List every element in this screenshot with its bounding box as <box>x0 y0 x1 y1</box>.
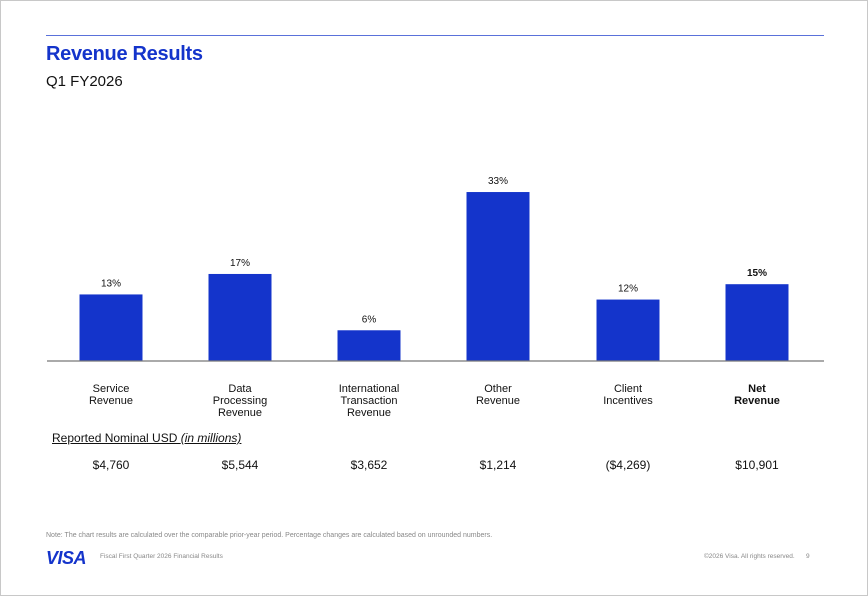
reported-value: $4,760 <box>92 458 130 472</box>
bar-1 <box>208 273 272 361</box>
category-label: International Transaction Revenue <box>338 383 400 419</box>
visa-logo: VISA <box>46 548 87 568</box>
doc-title: Fiscal First Quarter 2026 Financial Resu… <box>100 553 223 560</box>
bar-2 <box>337 330 401 361</box>
reported-value: $10,901 <box>735 458 779 472</box>
category-label: Net Revenue <box>734 383 780 407</box>
header-rule <box>46 35 824 36</box>
data-label: 15% <box>747 268 767 279</box>
data-label: 12% <box>618 284 638 295</box>
reported-label-text: Reported Nominal USD <box>52 431 181 445</box>
bar-4 <box>596 299 660 361</box>
page-number: 9 <box>806 553 810 560</box>
category-label: Data Processing Revenue <box>212 383 268 419</box>
data-label: 33% <box>488 176 508 187</box>
data-label: 6% <box>362 314 377 325</box>
page-title: Revenue Results <box>46 43 203 65</box>
reported-label: Reported Nominal USD (in millions) <box>52 431 241 445</box>
category-label: Other Revenue <box>475 383 521 407</box>
bar-0 <box>79 294 143 361</box>
copyright: ©2026 Visa. All rights reserved. <box>704 553 795 560</box>
reported-value: $5,544 <box>221 458 259 472</box>
bar-5 <box>725 284 789 361</box>
footnote: Note: The chart results are calculated o… <box>46 532 493 539</box>
page-subtitle: Q1 FY2026 <box>46 73 123 90</box>
bar-3 <box>466 192 530 361</box>
category-label: Client Incentives <box>603 383 653 407</box>
reported-value: ($4,269) <box>605 458 651 472</box>
reported-label-unit: (in millions) <box>180 431 242 445</box>
data-label: 13% <box>101 278 121 289</box>
category-label: Service Revenue <box>88 383 134 407</box>
data-label: 17% <box>230 258 250 269</box>
reported-value: $1,214 <box>479 458 517 472</box>
reported-value: $3,652 <box>350 458 388 472</box>
